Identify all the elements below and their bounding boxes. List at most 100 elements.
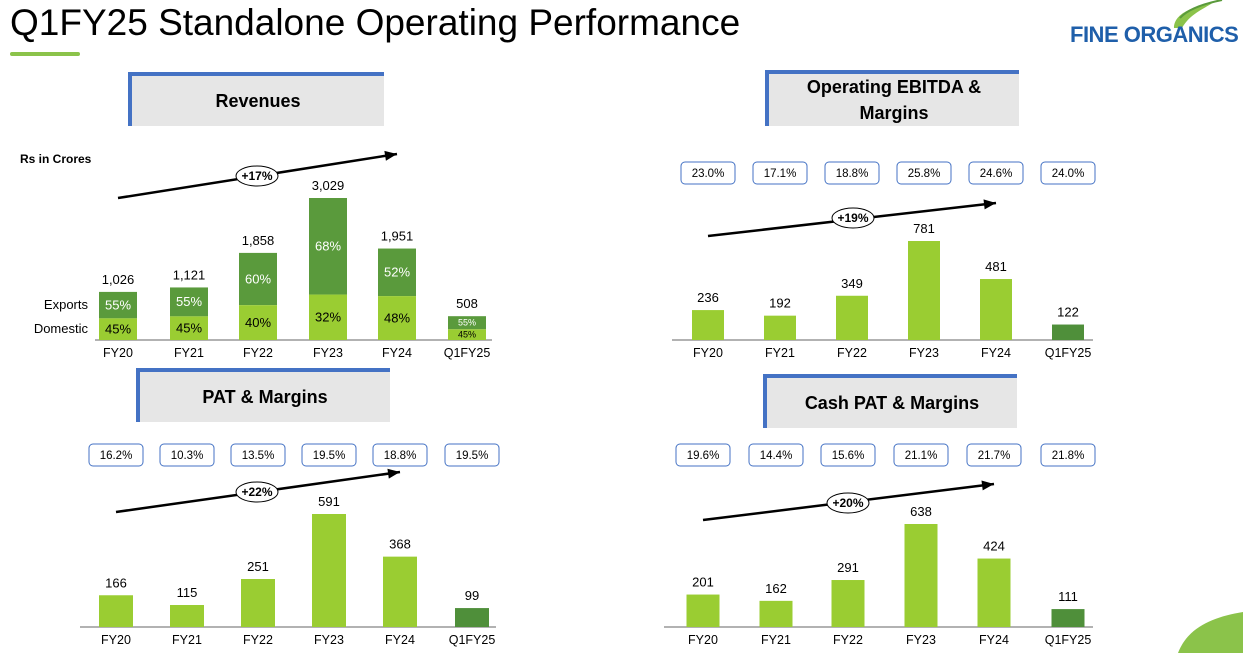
cashpat-category-label: FY20 (688, 633, 718, 647)
cashpat-margin-box (1040, 443, 1096, 467)
pat-bar (241, 579, 275, 627)
pat-margin-box (230, 443, 286, 467)
pat-growth-badge (235, 481, 279, 503)
revenues-bar-domestic (99, 318, 137, 340)
fine-organics-logo (1174, 0, 1223, 28)
ebitda-value-label: 122 (1057, 305, 1079, 320)
cashpat-margin-label: 15.6% (832, 450, 865, 462)
ebitda-category-label: Q1FY25 (1045, 346, 1092, 360)
revenues-category-label: FY20 (103, 346, 133, 360)
revenues-value-label: 3,029 (312, 178, 345, 193)
ebitda-category-label: FY22 (837, 346, 867, 360)
revenues-domestic-share: 45% (458, 330, 476, 340)
cashpat-bar (904, 524, 938, 627)
cashpat-margin-label: 21.7% (978, 450, 1011, 462)
ebitda-margin-box (680, 161, 736, 185)
cashpat-margin-label: 19.6% (687, 450, 720, 462)
cashpat-value-label: 291 (837, 560, 859, 575)
revenues-value-label: 1,026 (102, 272, 135, 287)
cashpat-bar (1051, 609, 1085, 627)
pat-bar (99, 595, 133, 627)
ebitda-value-label: 781 (913, 221, 935, 236)
unit-label: Rs in Crores (20, 152, 92, 166)
revenues-value-label: 508 (456, 296, 478, 311)
pat-category-label: FY22 (243, 633, 273, 647)
ebitda-category-label: FY23 (909, 346, 939, 360)
revenues-growth-label: +17% (241, 169, 272, 183)
revenues-bar-domestic (448, 329, 486, 340)
cashpat-margin-label: 21.8% (1052, 450, 1085, 462)
revenues-bar-domestic (309, 294, 347, 340)
ebitda-category-label: FY24 (981, 346, 1011, 360)
revenues-legend-domestic: Domestic (34, 321, 89, 336)
pat-category-label: FY20 (101, 633, 131, 647)
revenues-growth-badge (235, 165, 279, 187)
revenues-value-label: 1,858 (242, 233, 275, 248)
page-title: Q1FY25 Standalone Operating Performance (10, 2, 741, 43)
cashpat-category-label: FY23 (906, 633, 936, 647)
ebitda-header: Operating EBITDA & Margins (765, 70, 1019, 126)
pat-margin-label: 18.8% (384, 450, 417, 462)
pat-category-label: FY24 (385, 633, 415, 647)
revenues-bar-exports (99, 291, 137, 319)
revenues-bar-domestic (239, 305, 277, 340)
pat-margin-box (88, 443, 144, 467)
ebitda-margin-label: 24.0% (1052, 168, 1085, 180)
pat-value-label: 166 (105, 575, 127, 590)
ebitda-bar (836, 295, 868, 340)
cashpat-margin-box (748, 443, 804, 467)
pat-margin-label: 10.3% (171, 450, 204, 462)
ebitda-margin-label: 23.0% (692, 168, 725, 180)
cashpat-margin-box (966, 443, 1022, 467)
revenues-growth-arrow-head (384, 150, 397, 161)
pat-growth-label: +22% (241, 485, 272, 499)
ebitda-value-label: 236 (697, 290, 719, 305)
revenues-value-label: 1,951 (381, 229, 414, 244)
cashpat-margin-box (893, 443, 949, 467)
cashpat-value-label: 111 (1058, 589, 1078, 604)
revenues-bar-domestic (170, 316, 208, 340)
revenues-category-label: FY22 (243, 346, 273, 360)
pat-bar (383, 556, 417, 627)
revenues-legend-exports: Exports (44, 297, 89, 312)
pat-header: PAT & Margins (136, 368, 390, 422)
cashpat-growth-badge (826, 492, 870, 514)
revenues-domestic-share: 32% (315, 310, 341, 325)
pat-bar (455, 608, 489, 627)
revenues-domestic-share: 45% (105, 322, 131, 337)
revenues-domestic-share: 45% (176, 321, 202, 336)
ebitda-margin-box (1040, 161, 1096, 185)
cashpat-margin-box (820, 443, 876, 467)
pat-margin-box (301, 443, 357, 467)
revenues-header: Revenues (128, 72, 384, 126)
revenues-bar-exports (239, 252, 277, 306)
revenues-domestic-share: 48% (384, 310, 410, 325)
ebitda-bar (908, 241, 940, 340)
revenues-bar-exports (170, 287, 208, 317)
cashpat-bar (831, 580, 865, 627)
logo-text: FINE ORGANICS (1070, 22, 1239, 47)
cashpat-bar (759, 600, 793, 627)
cashpat-margin-label: 21.1% (905, 450, 938, 462)
revenues-bar-exports (309, 198, 347, 295)
ebitda-growth-arrow-head (983, 199, 996, 210)
cashpat-growth-arrow-head (981, 480, 994, 491)
revenues-exports-share: 52% (384, 265, 410, 280)
cash-pat-header: Cash PAT & Margins (763, 374, 1017, 428)
revenues-value-label: 1,121 (173, 267, 206, 282)
revenues-bar-exports (378, 248, 416, 297)
pat-margin-label: 19.5% (313, 450, 346, 462)
ebitda-category-label: FY20 (693, 346, 723, 360)
pat-margin-label: 13.5% (242, 450, 275, 462)
cashpat-bar (977, 558, 1011, 627)
ebitda-bar (692, 310, 724, 340)
pat-value-label: 368 (389, 537, 411, 552)
pat-growth-arrow-head (387, 468, 400, 479)
ebitda-margin-label: 18.8% (836, 168, 869, 180)
cashpat-category-label: Q1FY25 (1045, 633, 1092, 647)
ebitda-margin-label: 17.1% (764, 168, 797, 180)
cashpat-value-label: 424 (983, 539, 1005, 554)
leaf-decoration (1178, 612, 1243, 653)
revenues-category-label: FY24 (382, 346, 412, 360)
